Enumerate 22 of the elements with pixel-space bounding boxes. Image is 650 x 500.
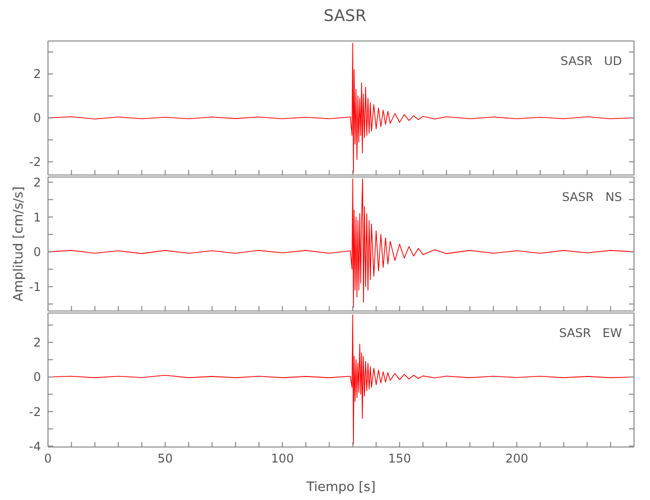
x-tick-label: 50 (158, 452, 173, 466)
annotation: SASR EW (559, 326, 622, 340)
y-tick-label: 1 (33, 210, 41, 224)
annotation: SASR NS (562, 190, 622, 204)
y-tick-label: 2 (33, 175, 41, 190)
y-tick-label: 0 (33, 370, 41, 384)
y-tick-label: -1 (29, 280, 41, 294)
x-tick-label: 150 (388, 452, 412, 466)
y-tick-label: 2 (33, 336, 41, 350)
x-axis-title: Tiempo [s] (305, 480, 376, 495)
x-tick-label: 100 (270, 452, 294, 466)
x-tick-label: 200 (505, 452, 528, 466)
y-tick-label: -2 (29, 155, 41, 170)
y-axis-title: Amplitud [cm/s/s] (12, 186, 27, 302)
x-tick-label: 0 (44, 452, 52, 466)
y-tick-label: 2 (33, 67, 41, 82)
y-tick-label: -2 (29, 404, 41, 419)
y-tick-label: -4 (29, 439, 41, 454)
y-tick-label: 0 (33, 111, 41, 126)
annotation: SASR UD (560, 54, 622, 68)
y-tick-label: 0 (33, 245, 41, 260)
chart-title: SASR (322, 6, 368, 27)
